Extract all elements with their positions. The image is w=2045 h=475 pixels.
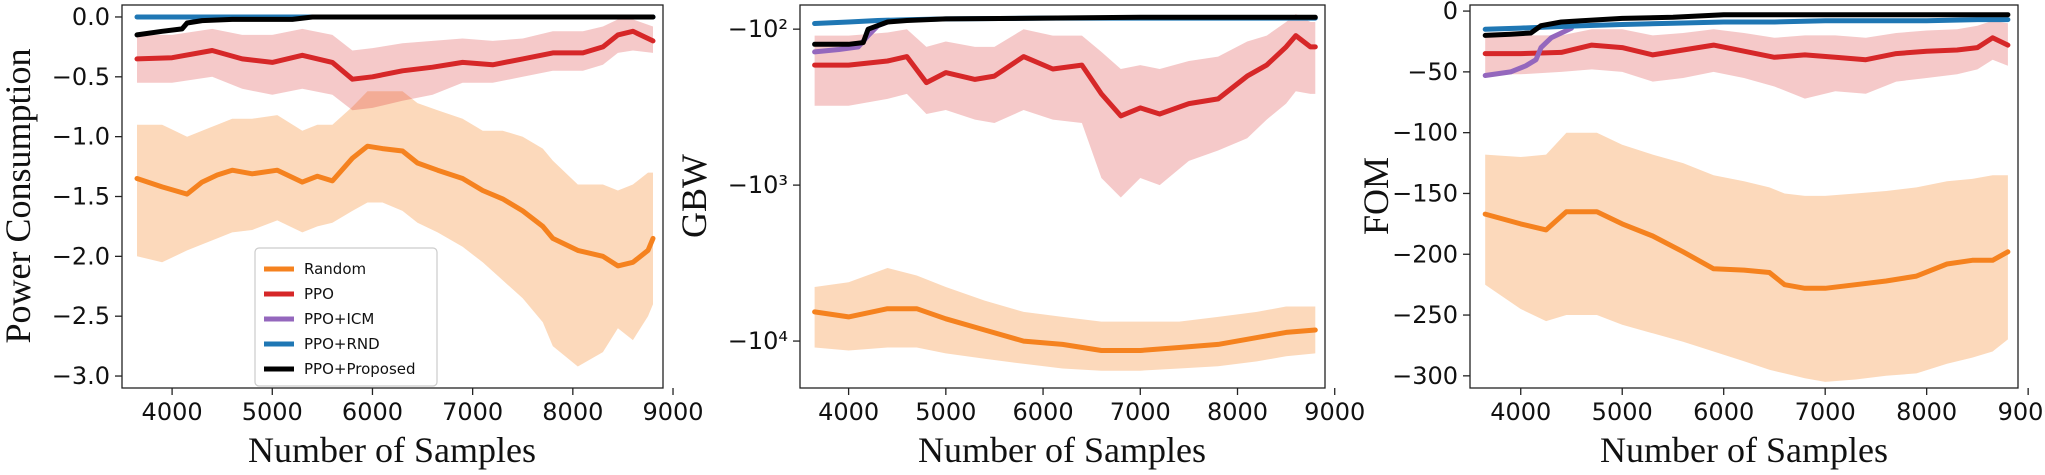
y-tick-label: −100: [1392, 119, 1458, 147]
x-tick-label: 5000: [242, 398, 303, 426]
y-tick-label: −2.0: [52, 242, 110, 270]
line-ppo: [134, 28, 656, 82]
band-random: [814, 268, 1316, 371]
x-tick-label: 6000: [1693, 398, 1754, 426]
plot-frame: [1469, 4, 2019, 389]
plot-area: [812, 14, 1318, 371]
legend-box: [254, 247, 438, 387]
y-tick-label: 0.0: [72, 3, 110, 31]
y-tick-label: −3.0: [52, 362, 110, 390]
legend-label-ppo-proposed: PPO+Proposed: [304, 360, 416, 378]
legend-label-ppo: PPO: [304, 285, 334, 303]
tick-group: 4000 5000 6000 7000 8000 9000 0 −50 −100 −150 −200…: [1392, 0, 2045, 426]
x-tick-label: 5000: [915, 398, 976, 426]
line-random: [812, 306, 1318, 353]
line-ppo-icm: [1482, 25, 1574, 78]
x-tick-label: 6000: [1013, 398, 1074, 426]
x-tick-label: 8000: [542, 398, 603, 426]
plot-area: [134, 14, 656, 367]
gbw-panel: 4000 5000 6000 7000 8000 9000 −10² −10³ −10⁴ Num…: [674, 4, 1366, 470]
legend-label-ppo-icm: PPO+ICM: [304, 310, 374, 328]
x-axis-title: Number of Samples: [918, 430, 1206, 470]
y-tick-label: −50: [1407, 58, 1458, 86]
x-tick-label: 8000: [1896, 398, 1957, 426]
x-tick-label: 9000: [642, 398, 703, 426]
legend-label-ppo-rnd: PPO+RND: [304, 335, 380, 353]
y-axis-title: Power Consumption: [0, 48, 38, 343]
x-tick-label: 6000: [342, 398, 403, 426]
y-tick-label: −250: [1392, 301, 1458, 329]
x-tick-label: 9000: [1304, 398, 1365, 426]
tick-group: 4000 5000 6000 7000 8000 9000 −10² −10³ −10⁴: [728, 15, 1366, 426]
plot-area: [1482, 12, 2011, 382]
y-tick-label: −300: [1392, 362, 1458, 390]
x-tick-label: 4000: [818, 398, 879, 426]
y-tick-label: −10⁴: [728, 327, 788, 355]
legend-label-random: Random: [304, 260, 366, 278]
y-tick-label: −0.5: [52, 63, 110, 91]
line-ppo: [1482, 35, 2011, 63]
y-tick-label: −2.5: [52, 302, 110, 330]
line-ppo-rnd: [1482, 17, 2011, 32]
band-random: [1485, 132, 2008, 382]
y-tick-label: −1.5: [52, 183, 110, 211]
line-ppo-proposed: [812, 14, 1318, 47]
tick-group: 4000 5000 6000 7000 8000 9000 0.0 −0.5 −1.0 −1.5 −…: [52, 3, 704, 426]
y-tick-label: −10²: [728, 15, 788, 43]
x-tick-label: 7000: [1110, 398, 1171, 426]
plot-frame: [799, 4, 1326, 389]
band-ppo: [1485, 20, 2008, 99]
line-ppo-proposed: [1482, 12, 2011, 38]
band-random: [137, 91, 653, 367]
power-consumption-panel: 4000 5000 6000 7000 8000 9000 0.0 −0.5 −1.0 −1.5 −…: [0, 3, 704, 470]
y-axis-title: FOM: [1356, 157, 1396, 235]
x-tick-label: 5000: [1592, 398, 1653, 426]
y-tick-label: −200: [1392, 240, 1458, 268]
y-axis-title: GBW: [674, 154, 714, 238]
x-tick-label: 7000: [1795, 398, 1856, 426]
line-random: [1482, 209, 2011, 291]
y-tick-label: −150: [1392, 179, 1458, 207]
x-tick-label: 7000: [442, 398, 503, 426]
band-ppo: [814, 14, 1316, 198]
x-tick-label: 4000: [1490, 398, 1551, 426]
y-tick-label: −10³: [728, 171, 788, 199]
y-tick-label: −1.0: [52, 123, 110, 151]
fom-panel: 4000 5000 6000 7000 8000 9000 0 −50 −100 −150 −200…: [1356, 0, 2045, 470]
legend: Random PPO PPO+ICM PPO+RND PPO+Proposed: [254, 247, 438, 387]
line-ppo: [812, 33, 1318, 119]
y-tick-label: 0: [1443, 0, 1458, 25]
line-random: [134, 143, 656, 269]
x-axis-title: Number of Samples: [1600, 430, 1888, 470]
x-axis-title: Number of Samples: [248, 430, 536, 470]
x-tick-label: 9000: [1998, 398, 2045, 426]
x-tick-label: 4000: [142, 398, 203, 426]
x-tick-label: 8000: [1207, 398, 1268, 426]
band-ppo: [137, 19, 653, 111]
line-ppo-proposed: [134, 14, 656, 38]
